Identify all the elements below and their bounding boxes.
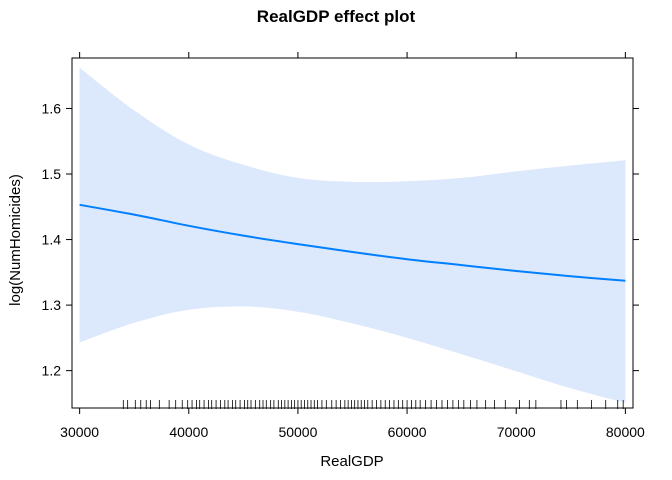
fit-line bbox=[79, 203, 626, 282]
confidence-band bbox=[79, 67, 626, 403]
plot-frame bbox=[71, 57, 634, 409]
y-tick-label: 1.5 bbox=[42, 166, 62, 182]
x-tick-label: 60000 bbox=[388, 424, 427, 440]
y-tick-label: 1.3 bbox=[42, 297, 62, 313]
x-tick-label: 40000 bbox=[169, 424, 208, 440]
fit-line-layer bbox=[79, 203, 626, 282]
x-axis: 30000 40000 50000 60000 70000 80000 bbox=[60, 52, 645, 440]
y-tick-label: 1.4 bbox=[42, 232, 62, 248]
x-tick-label: 80000 bbox=[606, 424, 645, 440]
confidence-band-layer bbox=[79, 67, 626, 403]
y-axis: 1.2 1.3 1.4 1.5 1.6 bbox=[42, 100, 639, 379]
y-tick-label: 1.6 bbox=[42, 100, 62, 116]
x-tick-label: 50000 bbox=[278, 424, 317, 440]
x-tick-label: 30000 bbox=[60, 424, 99, 440]
y-axis-label: log(NumHomicides) bbox=[7, 174, 24, 306]
y-tick-label: 1.2 bbox=[42, 363, 62, 379]
x-tick-label: 70000 bbox=[497, 424, 536, 440]
x-axis-label: RealGDP bbox=[320, 453, 383, 470]
chart-title: RealGDP effect plot bbox=[257, 7, 416, 26]
